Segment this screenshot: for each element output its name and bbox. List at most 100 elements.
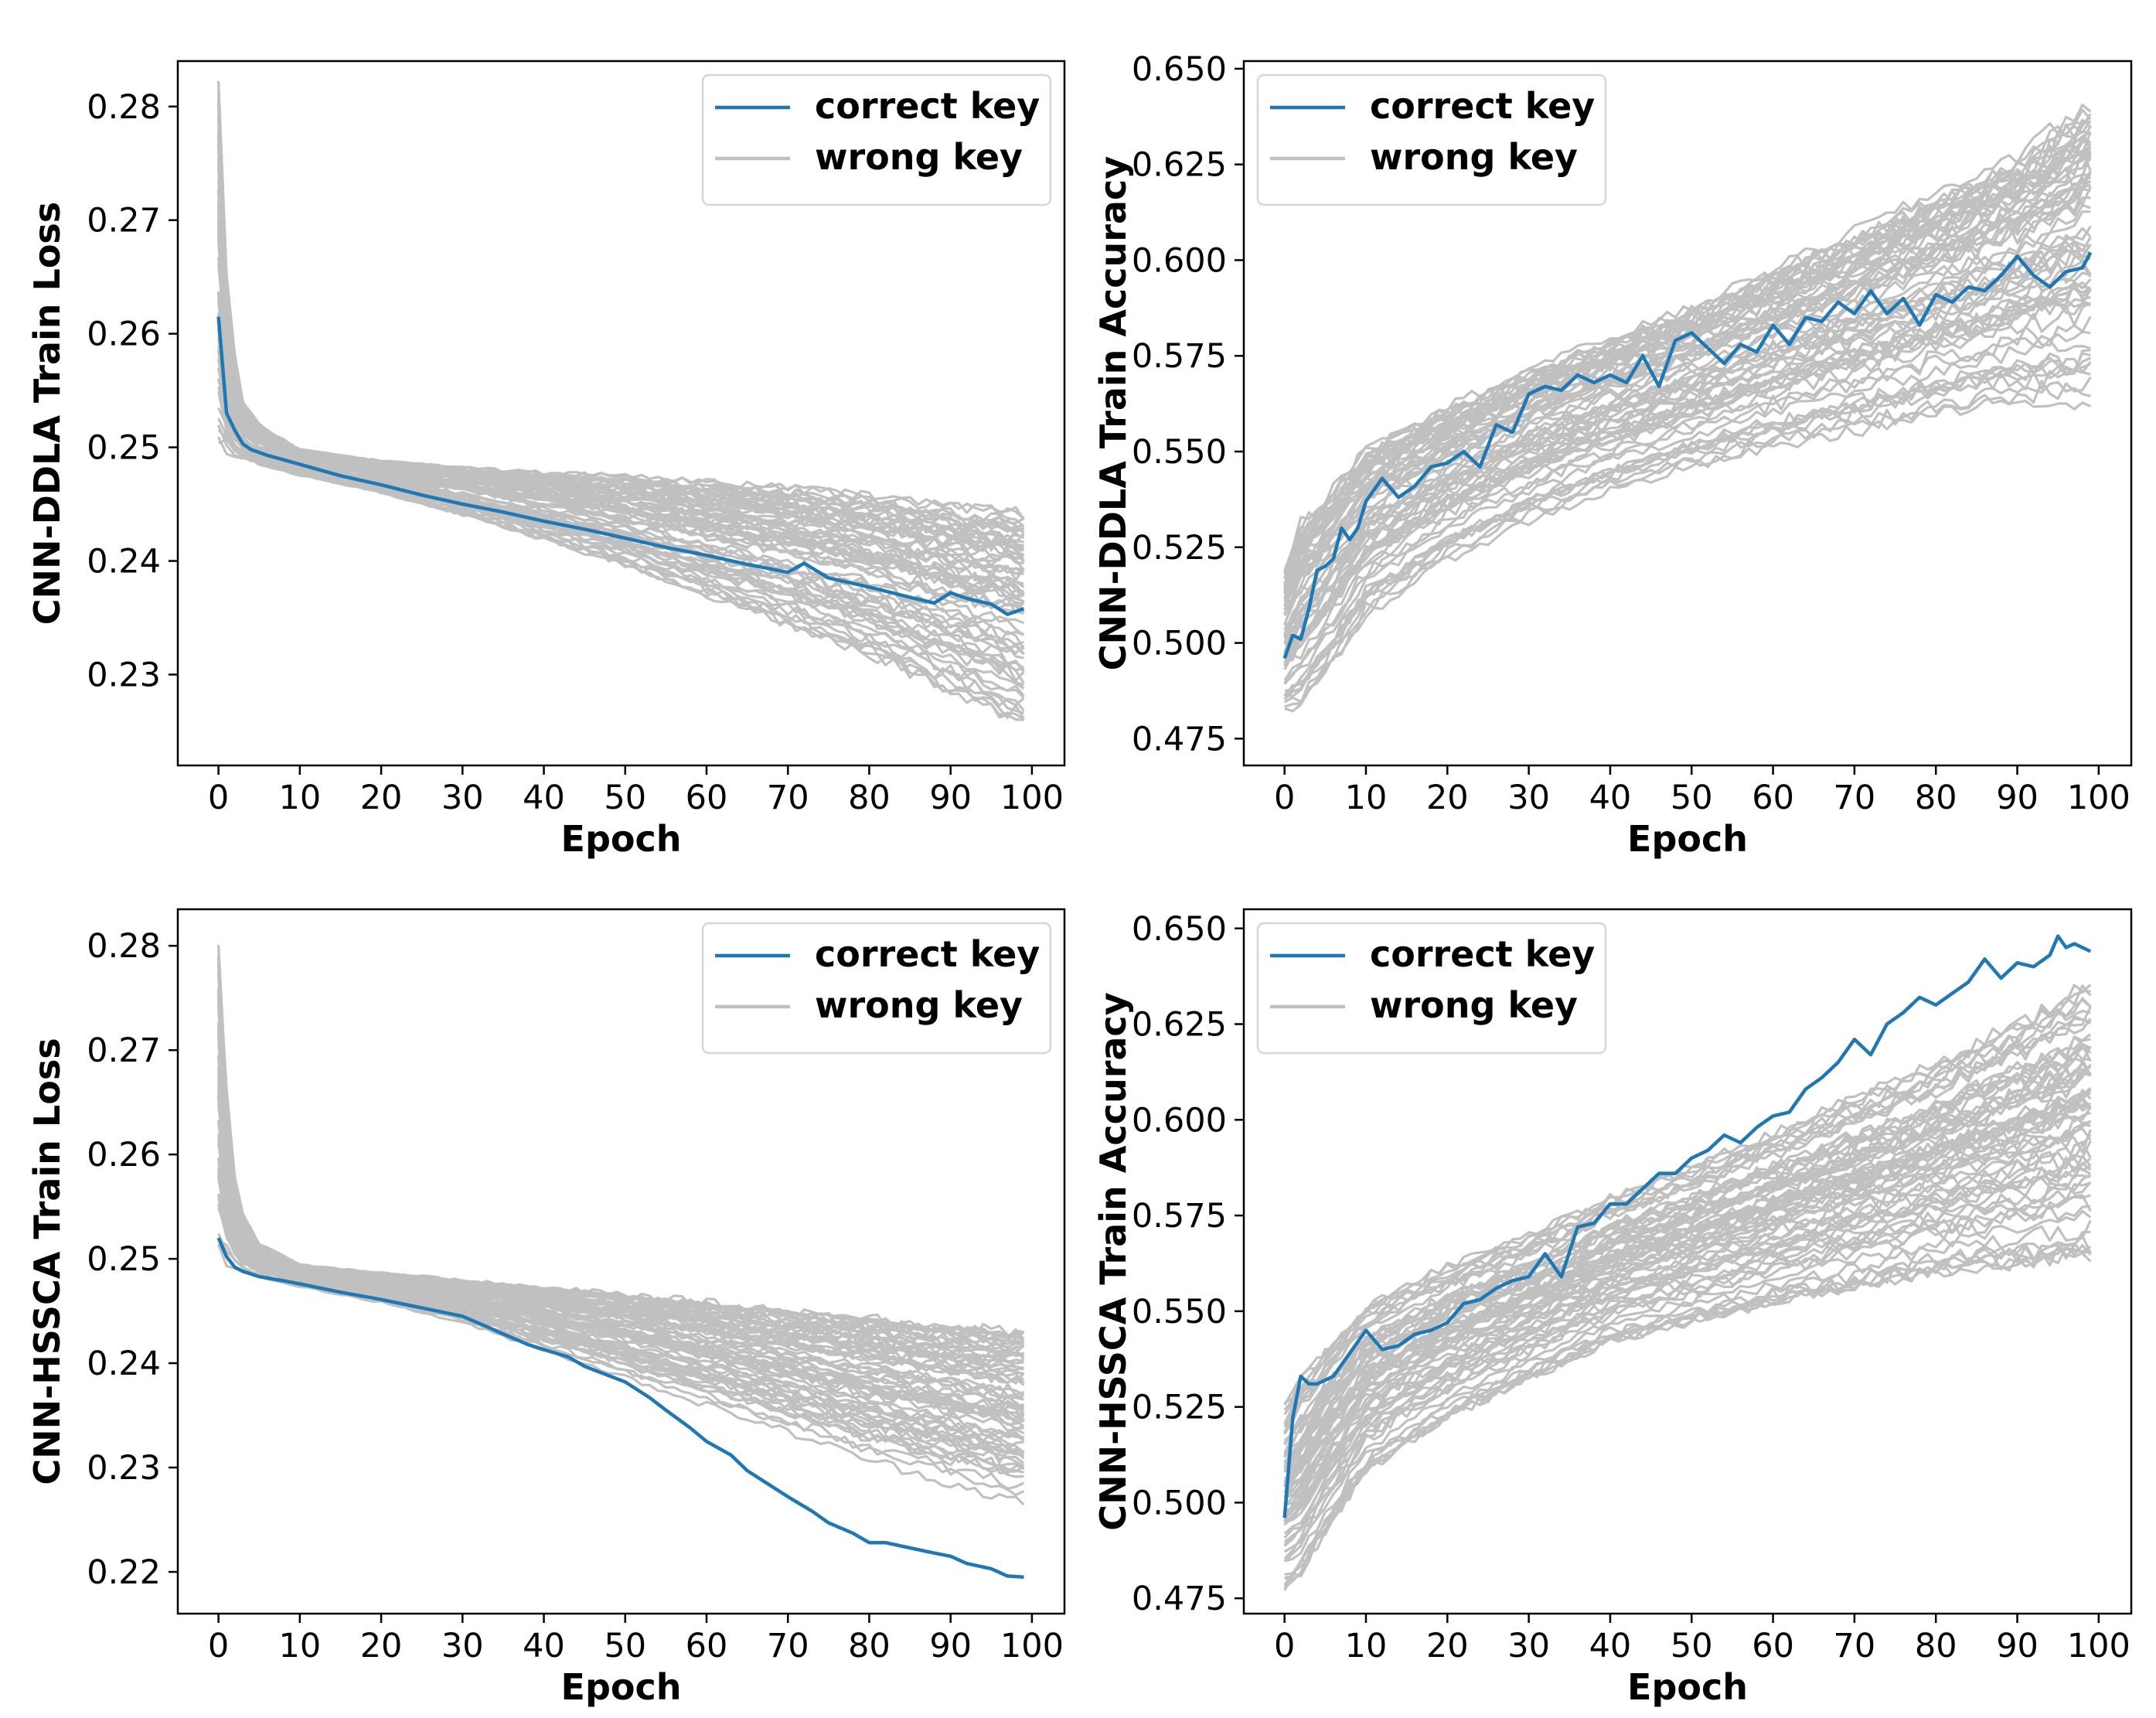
correct-key-line xyxy=(216,1237,1024,1580)
x-tick-label: 70 xyxy=(767,779,809,817)
y-tick-label: 0.500 xyxy=(1132,625,1227,663)
x-tick-label: 50 xyxy=(1671,779,1713,817)
y-tick-label: 0.525 xyxy=(1132,529,1227,568)
wrong-key-line xyxy=(1284,1246,2091,1581)
wrong-key-line xyxy=(1284,1234,2092,1580)
wrong-key-line xyxy=(217,162,1024,564)
y-tick-label: 0.600 xyxy=(1132,241,1227,280)
x-tick-label: 90 xyxy=(929,1627,972,1665)
x-axis-label: Epoch xyxy=(1627,1666,1748,1708)
y-tick-label: 0.26 xyxy=(87,315,161,354)
y-tick-label: 0.23 xyxy=(87,656,161,694)
wrong-key-line xyxy=(1283,137,2092,584)
legend-correct-key-label: correct key xyxy=(815,933,1040,975)
wrong-key-line xyxy=(217,1133,1025,1442)
x-tick-label: 20 xyxy=(1426,1627,1469,1665)
x-tick-label: 50 xyxy=(604,779,646,817)
y-tick-label: 0.575 xyxy=(1132,1197,1227,1236)
wrong-key-line xyxy=(1283,226,2092,631)
x-tick-label: 60 xyxy=(686,779,728,817)
legend: correct key wrong key xyxy=(1256,73,1607,206)
wrong-key-line xyxy=(1283,1106,2092,1498)
legend-correct-key-label: correct key xyxy=(815,85,1040,127)
wrong-key-line xyxy=(217,292,1025,636)
wrong-key-line xyxy=(217,424,1024,721)
y-tick-label: 0.22 xyxy=(87,1553,161,1592)
wrong-key-line xyxy=(217,391,1025,707)
x-axis-label: Epoch xyxy=(561,1666,682,1708)
y-tick-label: 0.25 xyxy=(87,429,161,468)
y-tick-label: 0.27 xyxy=(87,1031,161,1070)
wrong-key-line xyxy=(217,96,1025,520)
y-tick-label: 0.28 xyxy=(87,927,161,966)
plot-area xyxy=(216,945,1025,1580)
wrong-key-line xyxy=(217,188,1024,574)
wrong-key-lines xyxy=(1283,103,2092,713)
x-tick-label: 10 xyxy=(278,1627,321,1665)
x-tick-label: 40 xyxy=(1589,1627,1632,1665)
y-tick-label: 0.650 xyxy=(1132,50,1227,89)
wrong-key-line xyxy=(1283,172,2092,611)
y-tick-label: 0.625 xyxy=(1132,146,1227,185)
wrong-key-line xyxy=(1283,1043,2092,1458)
x-tick-label: 30 xyxy=(441,779,484,817)
y-axis-label: CNN-DDLA Train Accuracy xyxy=(1092,156,1134,671)
y-tick-label: 0.575 xyxy=(1132,337,1227,376)
x-tick-label: 10 xyxy=(1345,1627,1388,1665)
wrong-key-lines xyxy=(217,945,1025,1506)
x-tick-label: 90 xyxy=(1996,1627,2038,1665)
y-tick-label: 0.625 xyxy=(1132,1006,1227,1045)
wrong-key-line xyxy=(1283,120,2092,579)
legend-wrong-key-label: wrong key xyxy=(1370,984,1578,1026)
wrong-key-line xyxy=(1283,196,2091,615)
wrong-key-line xyxy=(1283,227,2092,635)
wrong-key-line xyxy=(217,972,1025,1355)
legend: correct key wrong key xyxy=(701,73,1052,206)
wrong-key-line xyxy=(1283,103,2092,572)
legend-wrong-key-label: wrong key xyxy=(815,136,1023,178)
wrong-key-line xyxy=(1283,1243,2092,1586)
wrong-key-line xyxy=(217,962,1024,1340)
x-tick-label: 60 xyxy=(1752,1627,1794,1665)
wrong-key-line xyxy=(1283,254,2091,645)
wrong-key-line xyxy=(1283,151,2092,590)
wrong-key-line xyxy=(1283,298,2092,667)
y-tick-label: 0.500 xyxy=(1132,1484,1227,1522)
x-tick-label: 20 xyxy=(1426,779,1469,817)
correct-key-line xyxy=(216,316,1025,616)
x-tick-label: 70 xyxy=(767,1627,809,1665)
y-tick-label: 0.650 xyxy=(1132,910,1227,949)
y-tick-label: 0.550 xyxy=(1132,433,1227,472)
plot-area xyxy=(1282,934,2092,1591)
chart-panel-2: 0 10 20 30 40 50 60 70 80 90 100 0.475 0.500 0.525 0.5… xyxy=(1092,50,2133,860)
y-axis-label: CNN-DDLA Train Loss xyxy=(26,202,68,625)
legend-wrong-key-label: wrong key xyxy=(815,984,1023,1026)
wrong-key-line xyxy=(217,1120,1024,1433)
wrong-key-line xyxy=(1283,1194,2091,1547)
x-tick-label: 70 xyxy=(1834,1627,1876,1665)
x-tick-label: 50 xyxy=(604,1627,646,1665)
x-tick-label: 100 xyxy=(2067,779,2130,817)
x-tick-label: 30 xyxy=(1507,779,1550,817)
wrong-key-line xyxy=(217,224,1025,598)
legend-correct-key-label: correct key xyxy=(1370,85,1595,127)
plot-area xyxy=(1282,103,2093,713)
wrong-key-line xyxy=(1283,281,2091,663)
y-tick-label: 0.550 xyxy=(1132,1293,1227,1331)
x-tick-label: 60 xyxy=(1752,779,1794,817)
x-tick-label: 40 xyxy=(523,1627,565,1665)
y-tick-label: 0.25 xyxy=(87,1240,161,1279)
correct-key-line xyxy=(1282,934,2092,1519)
wrong-key-line xyxy=(217,157,1025,567)
x-tick-label: 80 xyxy=(1915,1627,1957,1665)
wrong-key-line xyxy=(1283,135,2092,593)
wrong-key-line xyxy=(1283,1096,2092,1488)
x-tick-label: 60 xyxy=(686,1627,728,1665)
wrong-key-line xyxy=(1284,396,2091,713)
wrong-key-line xyxy=(217,1243,1025,1506)
x-axis-label: Epoch xyxy=(1627,818,1748,860)
wrong-key-line xyxy=(1283,150,2092,595)
wrong-key-line xyxy=(1283,1018,2092,1434)
x-axis-label: Epoch xyxy=(561,818,682,860)
